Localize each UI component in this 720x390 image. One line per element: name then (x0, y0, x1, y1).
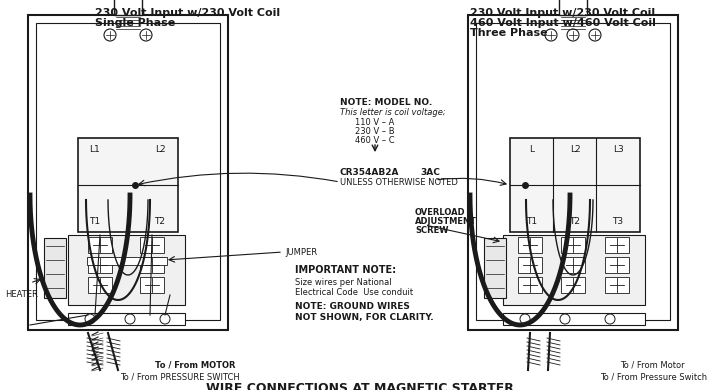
Bar (88, 237, 112, 253)
Circle shape (605, 314, 615, 324)
Bar (561, 277, 585, 293)
Text: 460 Volt Input w/460 Volt Coil: 460 Volt Input w/460 Volt Coil (470, 18, 656, 28)
Text: To / From Motor: To / From Motor (620, 360, 685, 369)
Circle shape (560, 314, 570, 324)
Text: L2: L2 (155, 145, 166, 154)
Bar (140, 257, 164, 273)
Text: WIRE CONNECTIONS AT MAGNETIC STARTER: WIRE CONNECTIONS AT MAGNETIC STARTER (206, 382, 514, 390)
Circle shape (520, 314, 530, 324)
Text: NOT SHOWN, FOR CLARITY.: NOT SHOWN, FOR CLARITY. (295, 313, 433, 322)
Bar (518, 277, 542, 293)
Text: L3: L3 (613, 145, 624, 154)
Text: 230 Volt Input w/230 Volt Coil: 230 Volt Input w/230 Volt Coil (95, 8, 280, 18)
Text: HEATER: HEATER (5, 290, 38, 299)
Circle shape (545, 29, 557, 41)
Bar (68, 235, 185, 305)
Text: To / From Pressure Switch: To / From Pressure Switch (600, 372, 707, 381)
Bar (518, 237, 542, 253)
Bar (605, 277, 629, 293)
Bar (605, 257, 629, 273)
Bar (88, 277, 112, 293)
Bar (510, 138, 640, 232)
Bar (559, 0, 587, 15)
Circle shape (140, 29, 152, 41)
Bar (605, 237, 629, 253)
Bar (561, 237, 585, 253)
Text: 3AC: 3AC (420, 168, 440, 177)
Text: T3: T3 (613, 218, 624, 227)
Text: This letter is coil voltage;: This letter is coil voltage; (340, 108, 446, 117)
Text: 110 V – A: 110 V – A (355, 118, 395, 127)
Text: SCREW: SCREW (415, 226, 449, 235)
Text: UNLESS OTHERWISE NOTED: UNLESS OTHERWISE NOTED (340, 178, 458, 187)
Bar (503, 313, 645, 325)
Text: 460 V – C: 460 V – C (355, 136, 395, 145)
Text: Single Phase: Single Phase (95, 18, 175, 28)
Bar (88, 257, 112, 273)
Bar (140, 277, 164, 293)
Circle shape (125, 314, 135, 324)
Bar (484, 238, 506, 298)
Circle shape (567, 29, 579, 41)
Text: 230 Volt Input w/230 Volt Coil: 230 Volt Input w/230 Volt Coil (470, 8, 655, 18)
Bar (36, 23, 220, 320)
Bar (87, 257, 167, 265)
Text: Size wires per National: Size wires per National (295, 278, 392, 287)
Bar (114, 0, 142, 15)
Circle shape (589, 29, 601, 41)
Circle shape (85, 314, 95, 324)
Circle shape (104, 29, 116, 41)
Bar (468, 15, 678, 330)
Bar (44, 238, 66, 298)
Bar (78, 138, 178, 232)
Text: JUMPER: JUMPER (285, 248, 317, 257)
Text: T2: T2 (570, 218, 580, 227)
Text: L2: L2 (570, 145, 580, 154)
Text: To / From MOTOR: To / From MOTOR (155, 360, 235, 369)
Text: Three Phase: Three Phase (470, 28, 548, 38)
Text: T1: T1 (526, 218, 538, 227)
Text: ADJUSTMENT: ADJUSTMENT (415, 217, 477, 226)
Circle shape (160, 314, 170, 324)
Text: 230 V – B: 230 V – B (355, 127, 395, 136)
Text: OVERLOAD: OVERLOAD (415, 208, 466, 217)
Bar (28, 15, 228, 330)
Text: CR354AB2A: CR354AB2A (340, 168, 400, 177)
Text: L1: L1 (89, 145, 100, 154)
Text: IMPORTANT NOTE:: IMPORTANT NOTE: (295, 265, 396, 275)
Text: NOTE: MODEL NO.: NOTE: MODEL NO. (340, 98, 432, 107)
Bar (561, 257, 585, 273)
Bar (68, 313, 185, 325)
Bar (518, 257, 542, 273)
Text: To / From PRESSURE SWITCH: To / From PRESSURE SWITCH (120, 372, 240, 381)
Text: T2: T2 (155, 218, 166, 227)
Bar (140, 237, 164, 253)
Text: NOTE: GROUND WIRES: NOTE: GROUND WIRES (295, 302, 410, 311)
Bar (476, 23, 670, 320)
Text: L: L (529, 145, 534, 154)
Bar (503, 235, 645, 305)
Text: Electrical Code  Use conduit: Electrical Code Use conduit (295, 288, 413, 297)
Text: T1: T1 (89, 218, 101, 227)
